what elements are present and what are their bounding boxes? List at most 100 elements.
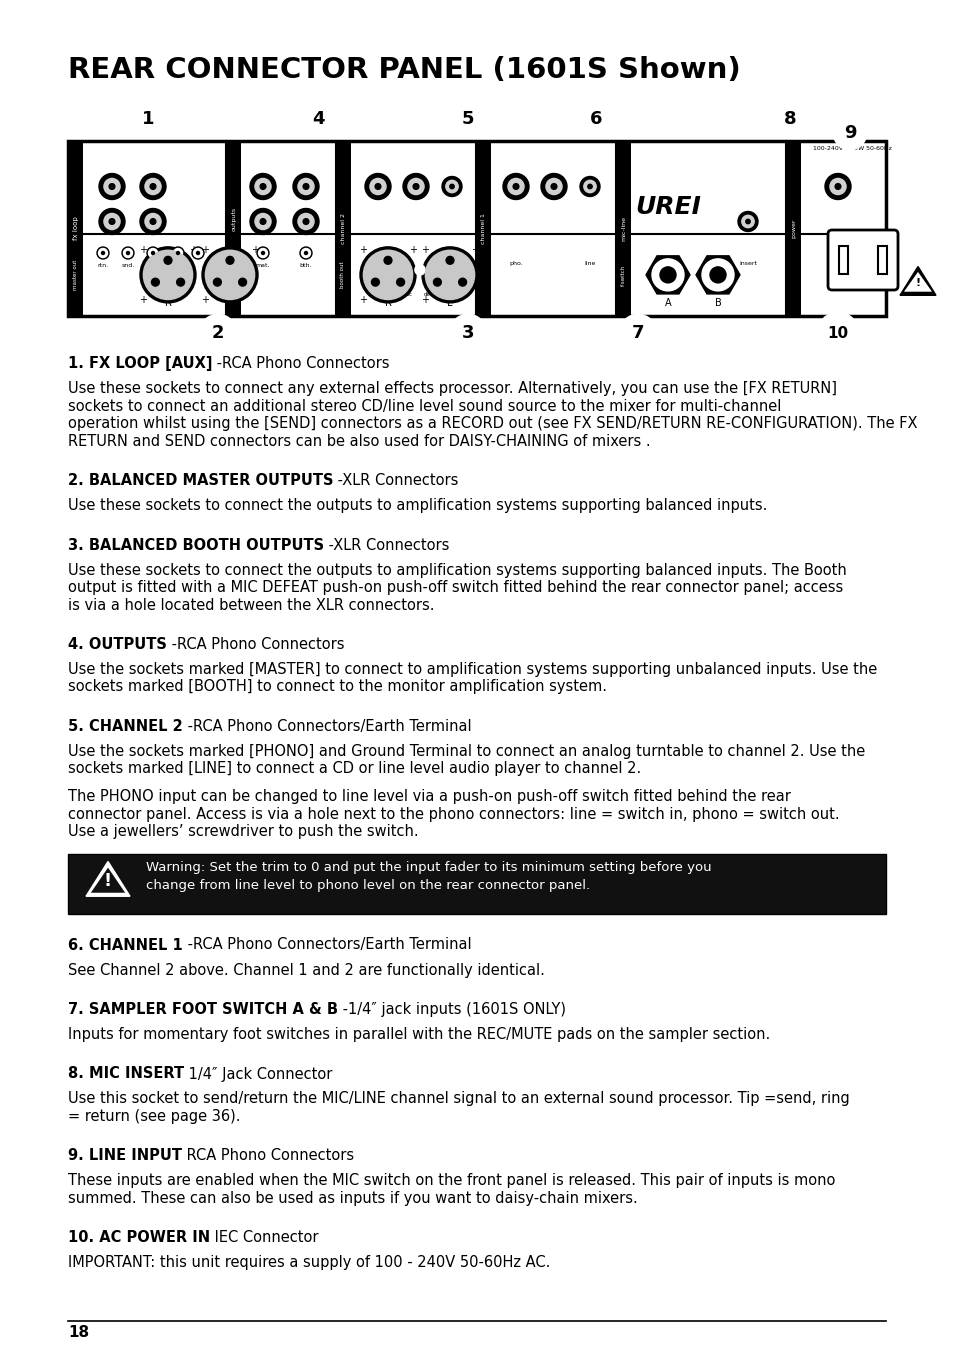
Polygon shape (645, 255, 689, 295)
Circle shape (651, 259, 683, 290)
Text: insert: insert (739, 261, 757, 266)
Circle shape (829, 178, 845, 195)
Circle shape (127, 251, 130, 254)
Text: B: B (714, 299, 720, 308)
Text: 4: 4 (312, 109, 324, 128)
Circle shape (421, 247, 477, 303)
Text: +: + (359, 295, 367, 304)
Circle shape (152, 278, 159, 286)
Text: +: + (408, 246, 416, 255)
Text: +: + (421, 246, 429, 255)
Text: Use a jewellers’ screwdriver to push the switch.: Use a jewellers’ screwdriver to push the… (68, 824, 418, 839)
Circle shape (450, 101, 485, 136)
Text: +: + (470, 246, 478, 255)
Text: pho.: pho. (509, 261, 522, 266)
Circle shape (745, 219, 749, 224)
Circle shape (123, 249, 132, 258)
Circle shape (200, 315, 235, 351)
Text: These inputs are enabled when the MIC switch on the front panel is released. Thi: These inputs are enabled when the MIC sw… (68, 1174, 835, 1189)
Text: REAR CONNECTOR PANEL (1601S Shown): REAR CONNECTOR PANEL (1601S Shown) (68, 55, 740, 84)
Text: +: + (139, 246, 147, 255)
Circle shape (458, 278, 466, 286)
Circle shape (104, 178, 120, 195)
Text: Warning: Set the trim to 0 and put the input fader to its minimum setting before: Warning: Set the trim to 0 and put the i… (146, 862, 711, 874)
Text: L: L (227, 299, 233, 308)
Text: +: + (201, 246, 209, 255)
Text: -XLR Connectors: -XLR Connectors (324, 538, 449, 553)
Text: 1: 1 (142, 109, 154, 128)
Text: pho.: pho. (371, 261, 384, 266)
Circle shape (97, 247, 109, 259)
Text: L: L (447, 299, 453, 308)
Circle shape (384, 257, 392, 265)
Circle shape (587, 184, 592, 189)
Text: = return (see page 36).: = return (see page 36). (68, 1109, 240, 1124)
Text: 6: 6 (589, 109, 601, 128)
Circle shape (408, 178, 424, 195)
Circle shape (659, 267, 676, 282)
Circle shape (507, 178, 523, 195)
Circle shape (834, 184, 840, 189)
Text: !: ! (104, 871, 112, 889)
Text: 1/4″ Jack Connector: 1/4″ Jack Connector (184, 1066, 333, 1082)
Text: output is fitted with a MIC DEFEAT push-on push-off switch fitted behind the rea: output is fitted with a MIC DEFEAT push-… (68, 580, 842, 594)
Text: UREI: UREI (635, 196, 700, 219)
Text: mic-line: mic-line (620, 216, 626, 240)
Circle shape (402, 173, 429, 200)
Polygon shape (903, 272, 931, 292)
Circle shape (205, 250, 254, 300)
Circle shape (363, 250, 413, 300)
Polygon shape (91, 867, 125, 893)
Bar (69, 142, 83, 315)
Text: f-switch: f-switch (619, 265, 625, 285)
Circle shape (370, 178, 386, 195)
Circle shape (365, 173, 391, 200)
Circle shape (173, 249, 182, 258)
Text: R: R (164, 299, 172, 308)
Text: sockets marked [BOOTH] to connect to the monitor amplification system.: sockets marked [BOOTH] to connect to the… (68, 680, 606, 694)
Text: Use these sockets to connect the outputs to amplification systems supporting bal: Use these sockets to connect the outputs… (68, 562, 846, 577)
Text: -XLR Connectors: -XLR Connectors (334, 473, 458, 488)
Text: +: + (201, 295, 209, 304)
Circle shape (701, 259, 733, 290)
Bar (335, 235, 350, 315)
Circle shape (299, 247, 312, 259)
Polygon shape (899, 266, 935, 296)
Circle shape (172, 247, 184, 259)
Circle shape (583, 180, 596, 193)
Text: +: + (251, 246, 258, 255)
Circle shape (122, 247, 133, 259)
Text: R: R (384, 299, 391, 308)
Text: sockets to connect an additional stereo CD/line level sound source to the mixer : sockets to connect an additional stereo … (68, 399, 781, 413)
Circle shape (441, 177, 461, 196)
Circle shape (502, 173, 529, 200)
Text: outputs: outputs (232, 207, 236, 231)
Text: RCA Phono Connectors: RCA Phono Connectors (182, 1148, 354, 1163)
Circle shape (147, 247, 159, 259)
Circle shape (579, 177, 599, 196)
Circle shape (176, 278, 184, 286)
Circle shape (359, 247, 416, 303)
Circle shape (619, 315, 656, 351)
Circle shape (445, 180, 457, 193)
Circle shape (226, 257, 233, 265)
Circle shape (540, 173, 566, 200)
Text: Inputs for momentary foot switches in parallel with the REC/MUTE pads on the sam: Inputs for momentary foot switches in pa… (68, 1027, 769, 1042)
Text: booth out: booth out (340, 262, 345, 288)
Circle shape (109, 184, 114, 189)
Text: !: ! (915, 277, 920, 288)
Text: operation whilst using the [SEND] connectors as a RECORD out (see FX SEND/RETURN: operation whilst using the [SEND] connec… (68, 416, 917, 431)
Circle shape (513, 184, 518, 189)
Text: 6. CHANNEL 1: 6. CHANNEL 1 (68, 938, 183, 952)
Circle shape (293, 173, 318, 200)
Text: IMPORTANT: this unit requires a supply of 100 - 240V 50-60Hz AC.: IMPORTANT: this unit requires a supply o… (68, 1255, 550, 1270)
Circle shape (449, 184, 454, 189)
Text: A: A (664, 299, 671, 308)
Text: 100-240V~ 50W 50-60Hz: 100-240V~ 50W 50-60Hz (812, 146, 891, 151)
Polygon shape (696, 255, 740, 295)
Circle shape (371, 278, 379, 286)
Text: Use these sockets to connect the outputs to amplification systems supporting bal: Use these sockets to connect the outputs… (68, 499, 766, 513)
Circle shape (425, 250, 475, 300)
Circle shape (260, 184, 266, 189)
Text: Use this socket to send/return the MIC/LINE channel signal to an external sound : Use this socket to send/return the MIC/L… (68, 1092, 849, 1106)
